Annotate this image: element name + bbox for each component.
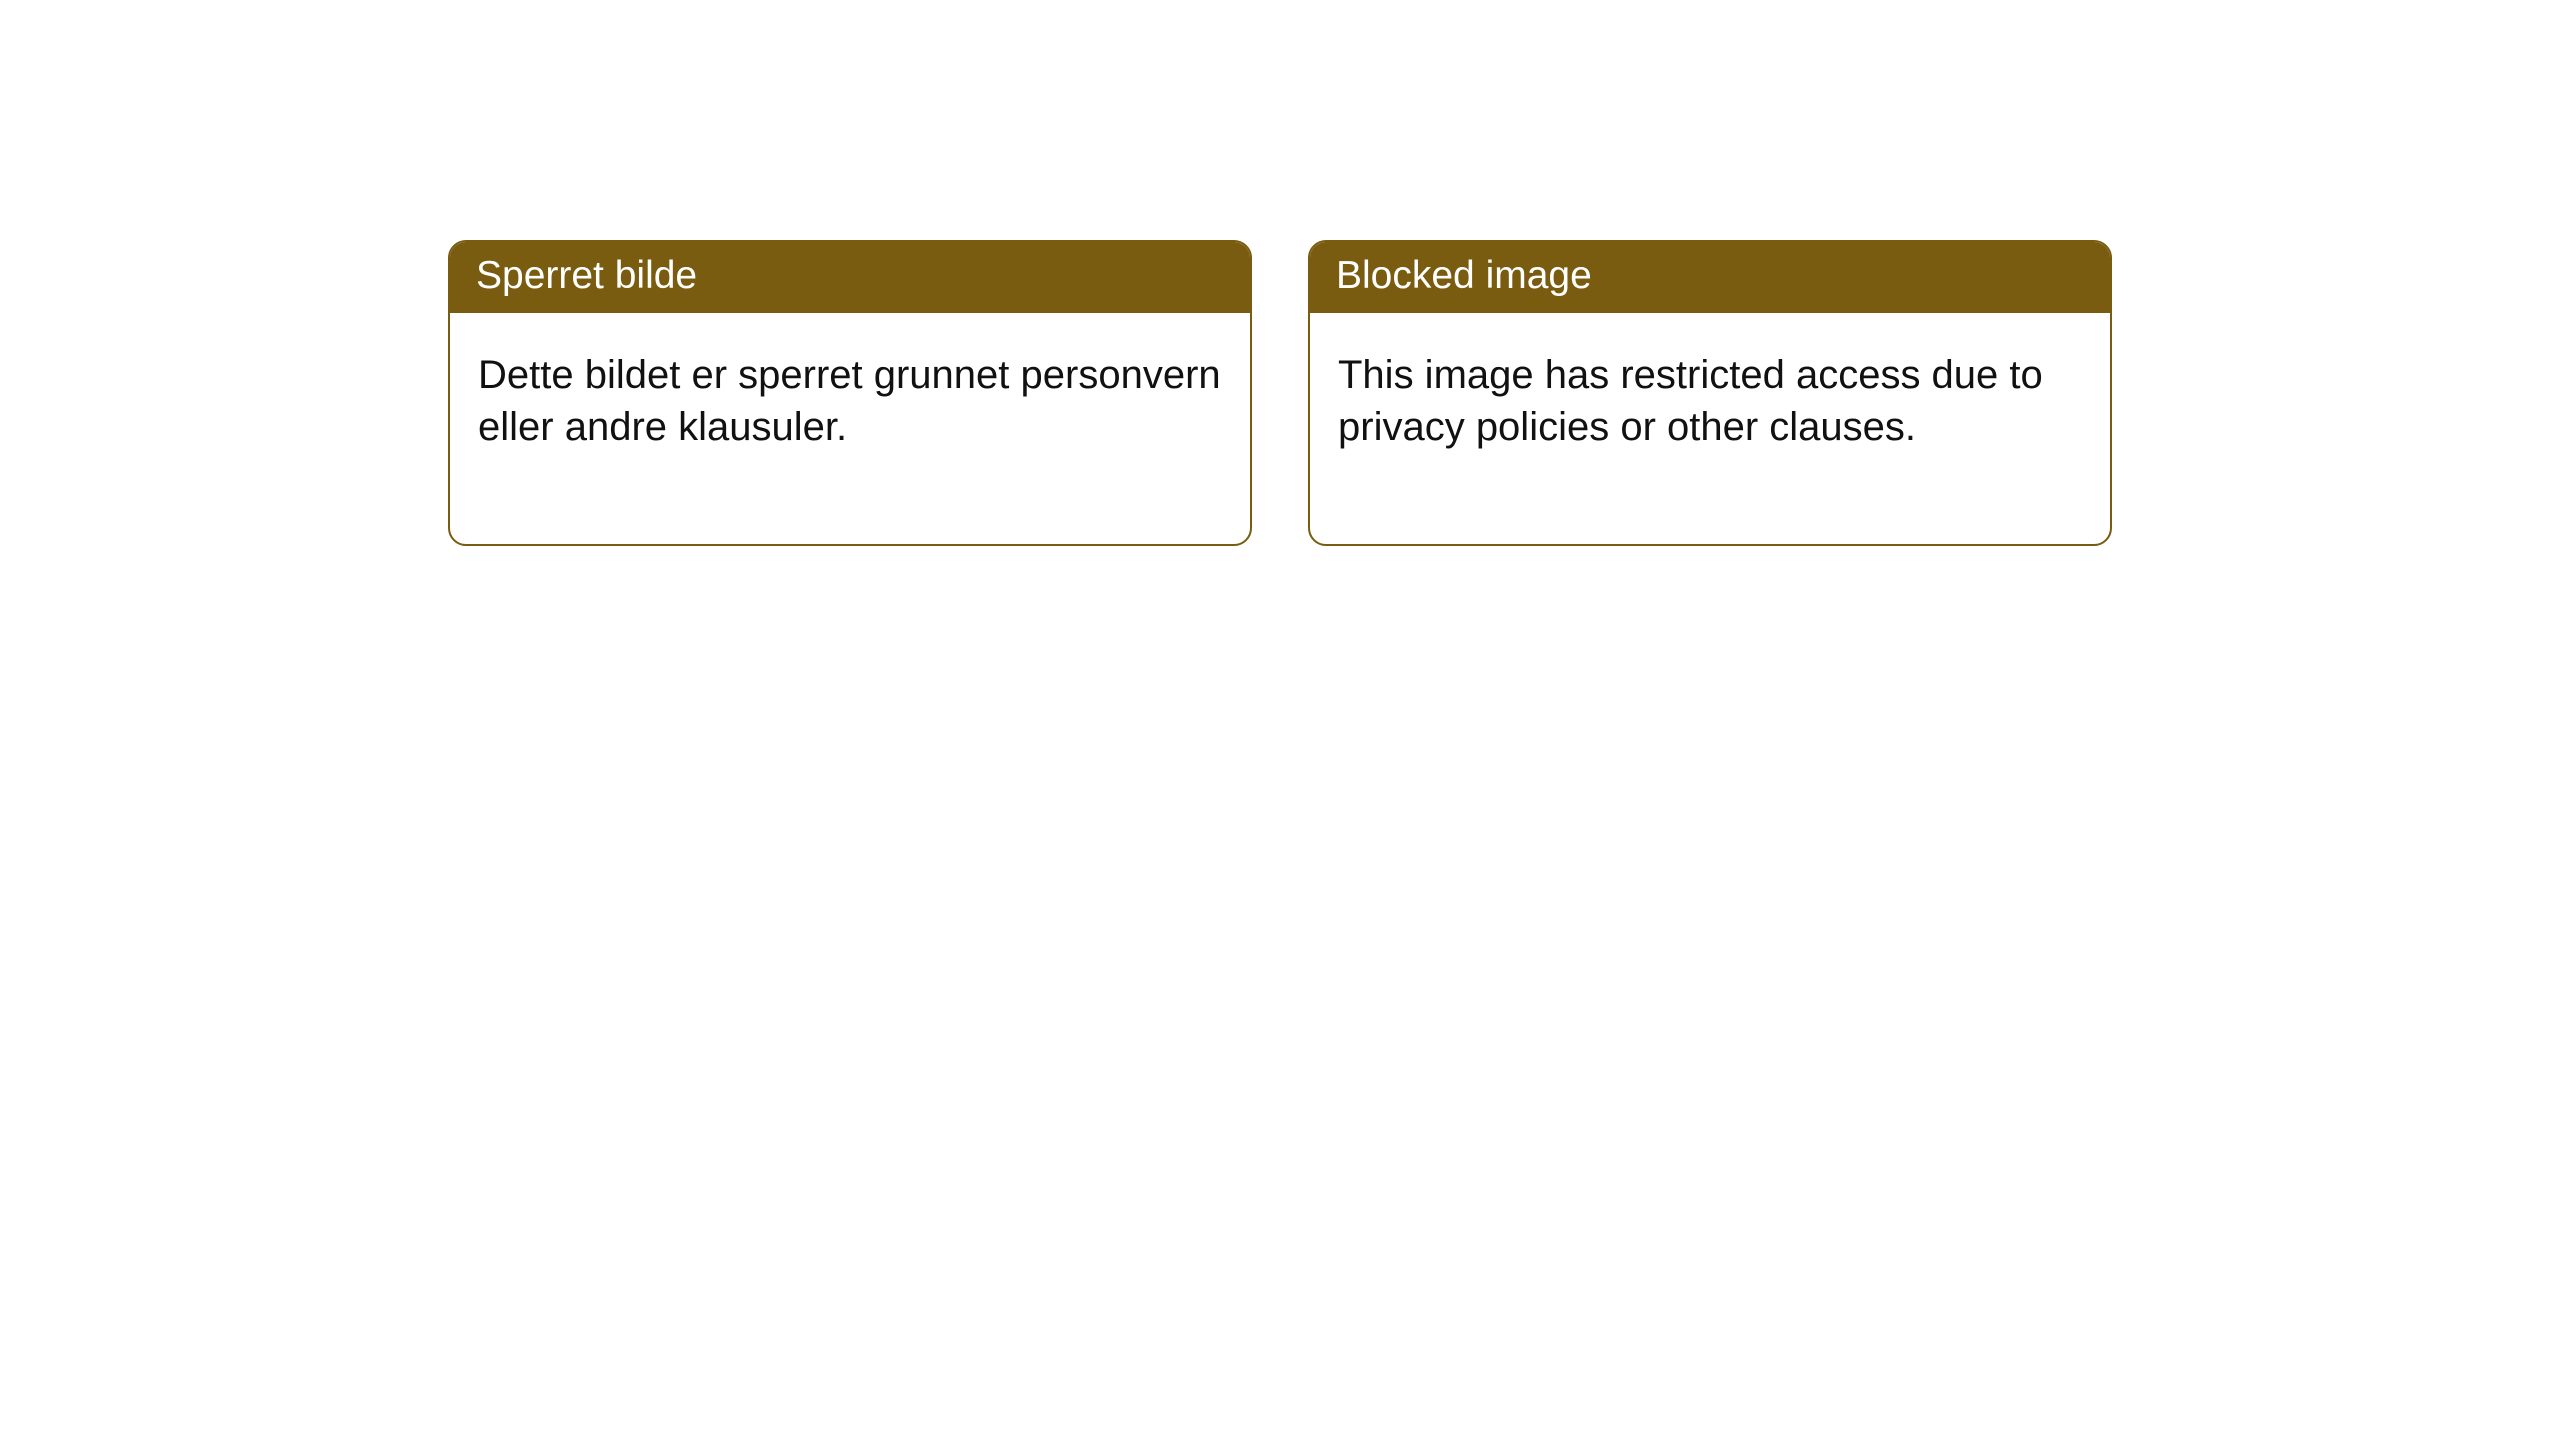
- card-body: This image has restricted access due to …: [1310, 313, 2110, 545]
- notice-cards-container: Sperret bilde Dette bildet er sperret gr…: [0, 0, 2560, 546]
- card-header: Blocked image: [1310, 242, 2110, 313]
- card-header: Sperret bilde: [450, 242, 1250, 313]
- card-body: Dette bildet er sperret grunnet personve…: [450, 313, 1250, 545]
- notice-card-english: Blocked image This image has restricted …: [1308, 240, 2112, 546]
- notice-card-norwegian: Sperret bilde Dette bildet er sperret gr…: [448, 240, 1252, 546]
